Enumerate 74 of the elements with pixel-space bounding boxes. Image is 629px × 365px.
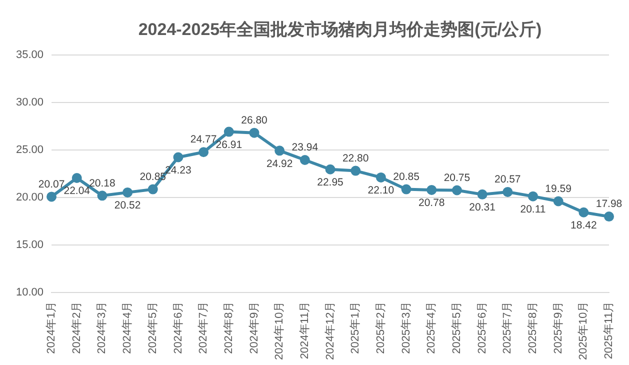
data-label: 20.07	[38, 178, 65, 190]
point	[452, 185, 462, 196]
y-tick-label: 15.00	[16, 238, 44, 251]
data-label: 26.80	[241, 114, 268, 126]
y-tick-label: 35.00	[16, 49, 44, 62]
x-tick-label: 2024年12月	[324, 301, 336, 360]
x-tick-label: 2025年9月	[552, 301, 564, 354]
x-tick-label: 2024年7月	[198, 301, 210, 354]
point	[224, 126, 234, 137]
x-tick-label: 2025年3月	[400, 301, 412, 354]
x-tick-label: 2025年7月	[502, 301, 514, 354]
x-tick-label: 2025年10月	[578, 301, 590, 360]
x-tick-label: 2025年2月	[374, 301, 387, 354]
x-tick-label: 2025年11月	[603, 301, 616, 360]
x-tick-label: 2024年5月	[146, 301, 159, 354]
x-tick-label: 2024年4月	[122, 301, 134, 354]
data-label: 20.57	[494, 174, 521, 186]
x-tick-label: 2024年1月	[46, 301, 58, 354]
point	[578, 207, 589, 218]
point	[300, 154, 310, 165]
x-tick-label: 2024年6月	[172, 301, 184, 354]
data-label: 18.42	[570, 220, 597, 232]
point	[502, 186, 513, 197]
y-tick-label: 30.00	[16, 96, 44, 108]
x-tick-label: 2024年3月	[96, 301, 108, 354]
point	[604, 212, 614, 222]
data-label: 20.52	[114, 200, 141, 212]
x-tick-label: 2025年6月	[476, 301, 488, 354]
data-label: 20.75	[444, 172, 470, 184]
point	[477, 189, 488, 200]
data-label: 20.11	[520, 203, 546, 216]
x-tick-label: 2024年10月	[274, 301, 286, 360]
point	[148, 184, 158, 194]
point	[553, 196, 564, 206]
x-tick-label: 2024年8月	[222, 301, 235, 354]
x-tick-label: 2025年4月	[426, 301, 438, 354]
point	[325, 164, 336, 174]
chart-title: 2024-2025年全国批发市场猪肉月均价走势图(元/公斤)	[137, 19, 543, 41]
x-tick-label: 2024年11月	[298, 301, 311, 360]
point	[426, 184, 437, 195]
point	[198, 147, 209, 158]
data-label: 20.85	[393, 170, 420, 183]
x-tick-label: 2024年9月	[248, 301, 260, 354]
y-tick-label: 10.00	[16, 286, 44, 298]
data-label: 26.91	[216, 138, 242, 151]
y-tick-label: 20.00	[16, 191, 44, 204]
data-label: 24.92	[266, 158, 293, 170]
x-tick-label: 2024年2月	[70, 301, 83, 354]
point	[274, 146, 285, 156]
data-label: 20.78	[418, 197, 445, 210]
point	[376, 172, 386, 182]
data-label: 20.18	[89, 177, 116, 190]
point	[401, 184, 412, 194]
data-label: 22.80	[342, 152, 369, 164]
y-tick-label: 25.00	[16, 144, 44, 156]
data-label: 24.77	[190, 134, 217, 146]
point	[122, 187, 133, 198]
data-label: 17.98	[596, 198, 622, 210]
data-label: 19.59	[545, 182, 572, 195]
data-label: 22.10	[368, 184, 394, 197]
data-label: 22.95	[317, 176, 344, 189]
x-tick-label: 2025年8月	[527, 301, 540, 354]
x-tick-label: 2025年5月	[450, 301, 463, 354]
point	[249, 128, 260, 138]
x-tick-label: 2025年1月	[350, 301, 362, 354]
data-label: 22.04	[64, 185, 90, 198]
point	[350, 166, 361, 176]
point	[72, 173, 82, 184]
data-label: 20.31	[469, 202, 496, 214]
point	[528, 191, 538, 202]
point	[97, 190, 108, 201]
point	[46, 192, 57, 202]
point	[173, 152, 184, 162]
data-label: 23.94	[292, 142, 318, 154]
